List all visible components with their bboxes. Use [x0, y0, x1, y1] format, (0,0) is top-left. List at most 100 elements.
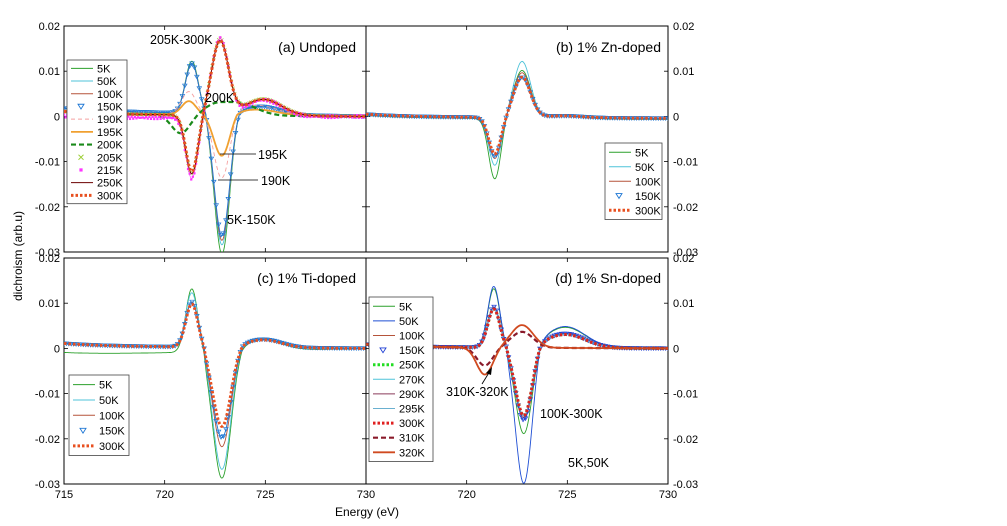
legend-item-295k: 295K	[373, 404, 425, 416]
y-tick-label: -0.02	[35, 434, 60, 446]
legend-item-50k: 50K	[73, 395, 119, 407]
data-point	[186, 64, 193, 69]
legend-label: 295K	[399, 404, 425, 416]
data-point	[330, 116, 333, 120]
data-point	[210, 179, 217, 185]
data-point	[351, 116, 354, 119]
y-axis-title: dichroism (arb.u)	[11, 211, 25, 301]
data-point	[135, 117, 138, 120]
panel-title: (d) 1% Sn-doped	[555, 270, 661, 286]
y-tick-label: 0.02	[673, 21, 694, 33]
data-point	[156, 117, 159, 121]
legend-label: 150K	[399, 345, 425, 357]
data-point	[277, 102, 280, 105]
legend-label: 50K	[99, 395, 119, 407]
y-tick-label: 0.02	[39, 21, 60, 33]
data-point	[328, 114, 331, 117]
legend-item-310k: 310K	[373, 433, 425, 445]
data-point	[190, 178, 193, 181]
data-point	[136, 116, 140, 119]
legend-label: 100K	[99, 410, 125, 422]
data-point	[189, 61, 195, 67]
data-point	[219, 36, 222, 39]
data-point	[208, 156, 215, 162]
data-point	[218, 232, 224, 238]
x-tick-label: 725	[256, 489, 274, 501]
y-tick-label: -0.03	[673, 247, 698, 259]
data-point	[151, 115, 154, 118]
legend-item-5k: 5K	[71, 63, 111, 75]
legend-label: 5K	[399, 301, 413, 313]
data-point	[127, 115, 130, 118]
y-tick-label: -0.03	[35, 247, 60, 259]
data-point	[215, 222, 222, 228]
data-point	[293, 112, 296, 116]
data-point	[140, 116, 143, 119]
data-point	[360, 116, 364, 119]
annotation-5k-50k: 5K,50K	[568, 456, 610, 470]
panel-title: (c) 1% Ti-doped	[257, 270, 356, 286]
data-point	[194, 162, 198, 165]
data-point	[198, 141, 201, 144]
legend-label: 50K	[399, 316, 419, 328]
legend-item-195k: 195K	[71, 127, 123, 139]
data-point	[665, 116, 668, 122]
data-point	[174, 118, 177, 121]
legend-item-300k: 300K	[71, 190, 123, 202]
data-point	[169, 116, 172, 119]
data-point	[491, 304, 497, 310]
legend-item-100k: 100K	[73, 410, 125, 422]
data-point	[172, 116, 175, 119]
panel-title: (b) 1% Zn-doped	[556, 39, 661, 55]
legend-item-5k: 5K	[73, 380, 113, 392]
x-tick-label: 730	[357, 489, 375, 501]
legend-marker	[77, 103, 85, 110]
data-point	[191, 65, 198, 71]
data-point	[170, 117, 174, 120]
y-tick-label: 0	[54, 111, 60, 123]
series-300k	[366, 75, 668, 156]
legend-item-5k: 5K	[609, 147, 649, 159]
data-point	[256, 99, 259, 102]
legend-item-300k: 300K	[373, 418, 425, 430]
data-point	[520, 417, 526, 423]
annotation-205k-300k: 205K-300K	[150, 33, 213, 47]
panel-ti-doped: 715 720 725 730 0.02 0.01 0 -0.01 -0.02 -0.03 5K 5…	[35, 253, 375, 501]
data-point	[162, 117, 165, 120]
data-point	[320, 116, 323, 119]
legend-marker	[79, 168, 83, 172]
legend-item-320k: 320K	[373, 447, 425, 459]
data-point	[186, 167, 190, 171]
annotation-5k-150k: 5K-150K	[227, 213, 276, 227]
legend-label: 150K	[99, 426, 125, 438]
data-point	[128, 117, 132, 121]
data-point	[232, 131, 239, 136]
arrow-head-icon	[486, 367, 492, 375]
legend-label: 195K	[97, 127, 123, 139]
panel-sn-doped: 720 725 730 0.02 0.01 0 -0.01 -0.02 -0.03 5K 50K 1…	[365, 253, 698, 501]
legend-label: 300K	[99, 441, 125, 453]
legend-item-5k: 5K	[373, 301, 413, 313]
data-point	[220, 231, 227, 237]
annotation-310k-320k: 310K-320K	[446, 385, 509, 399]
data-point	[138, 116, 141, 119]
data-point	[153, 117, 156, 121]
y-tick-label: -0.01	[35, 389, 60, 401]
legend-item-190k: 190K	[71, 114, 123, 126]
data-point	[238, 104, 241, 108]
annotation-200k: 200K	[205, 91, 235, 105]
legend-label: 190K	[97, 114, 123, 126]
data-point	[275, 104, 278, 107]
data-point	[64, 116, 67, 119]
y-tick-label: -0.03	[673, 479, 698, 491]
legend-item-250k: 250K	[71, 178, 123, 190]
y-tick-label: -0.02	[673, 202, 698, 214]
data-point	[364, 116, 366, 119]
legend-item-150k: 150K	[77, 101, 123, 113]
data-point	[298, 112, 301, 115]
y-tick-label: 0.01	[39, 298, 60, 310]
legend-item-50k: 50K	[71, 76, 117, 88]
y-tick-label: -0.01	[35, 157, 60, 169]
data-point	[193, 172, 196, 175]
y-tick-label: 0	[54, 343, 60, 355]
